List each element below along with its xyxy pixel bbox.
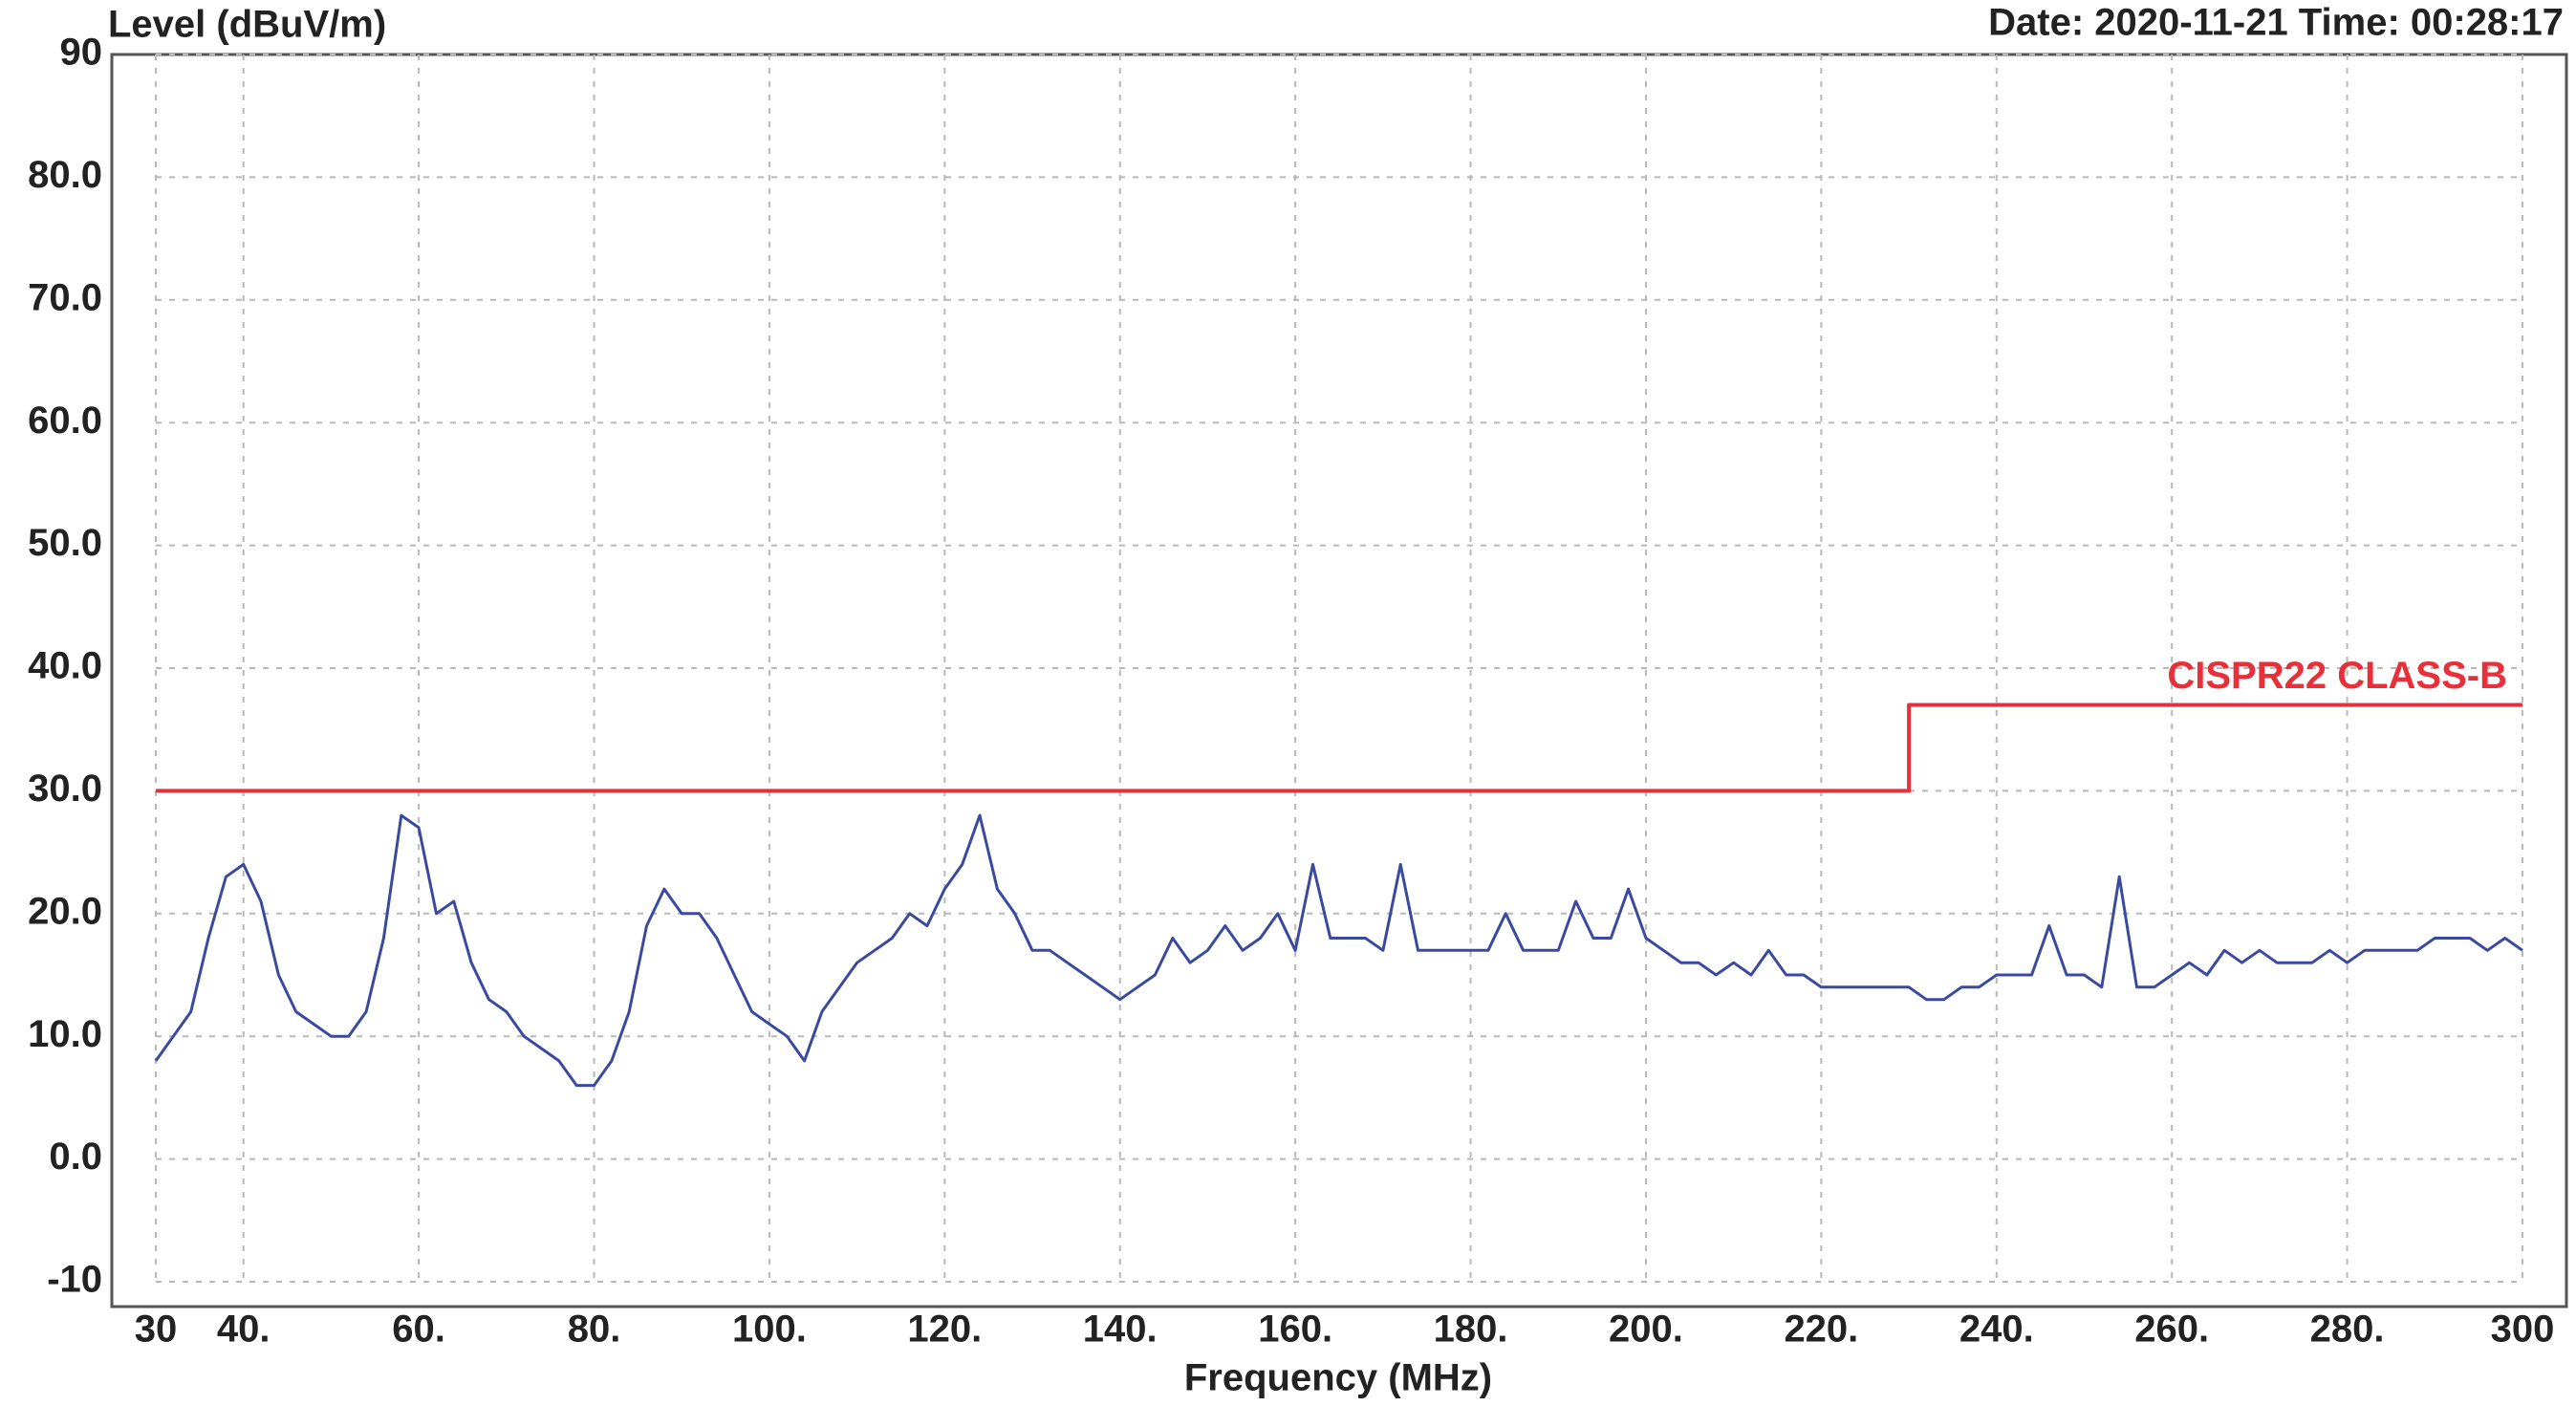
y-tick-label: 30.0 <box>28 768 102 810</box>
y-tick-label: 80.0 <box>28 154 102 196</box>
y-tick-label: 20.0 <box>28 890 102 932</box>
x-tick-label: 80. <box>568 1309 621 1351</box>
x-tick-label: 260. <box>2134 1309 2209 1351</box>
x-tick-label: 60. <box>392 1309 445 1351</box>
x-tick-label: 300 <box>2491 1309 2555 1351</box>
y-axis-label: Level (dBuV/m) <box>108 4 386 46</box>
y-tick-label: 70.0 <box>28 276 102 318</box>
y-tick-label: 0.0 <box>49 1136 102 1178</box>
x-tick-label: 160. <box>1258 1309 1332 1351</box>
plot-frame <box>110 53 2568 1309</box>
x-tick-label: 140. <box>1083 1309 1158 1351</box>
y-tick-label: 50.0 <box>28 522 102 564</box>
series-label: CISPR22 CLASS-B <box>2167 655 2507 697</box>
y-tick-label: 40.0 <box>28 645 102 687</box>
x-tick-label: 30 <box>135 1309 178 1351</box>
series-line <box>156 703 2522 793</box>
y-tick-label: 10.0 <box>28 1013 102 1055</box>
series-line <box>154 813 2523 1088</box>
x-tick-label: 100. <box>732 1309 807 1351</box>
x-tick-label: 240. <box>1959 1309 2034 1351</box>
x-tick-label: 200. <box>1609 1309 1683 1351</box>
x-tick-label: 40. <box>217 1309 271 1351</box>
x-tick-label: 180. <box>1434 1309 1508 1351</box>
x-tick-label: 280. <box>2310 1309 2385 1351</box>
y-tick-label: 60.0 <box>28 400 102 442</box>
y-tick-label: -10 <box>47 1259 102 1301</box>
date-time: Date: 2020-11-21 Time: 00:28:17 <box>1988 2 2564 44</box>
x-tick-label: 220. <box>1784 1309 1858 1351</box>
x-tick-label: 120. <box>907 1309 982 1351</box>
y-tick-label: 90 <box>60 32 103 74</box>
x-axis-label: Frequency (MHz) <box>1184 1357 1492 1399</box>
